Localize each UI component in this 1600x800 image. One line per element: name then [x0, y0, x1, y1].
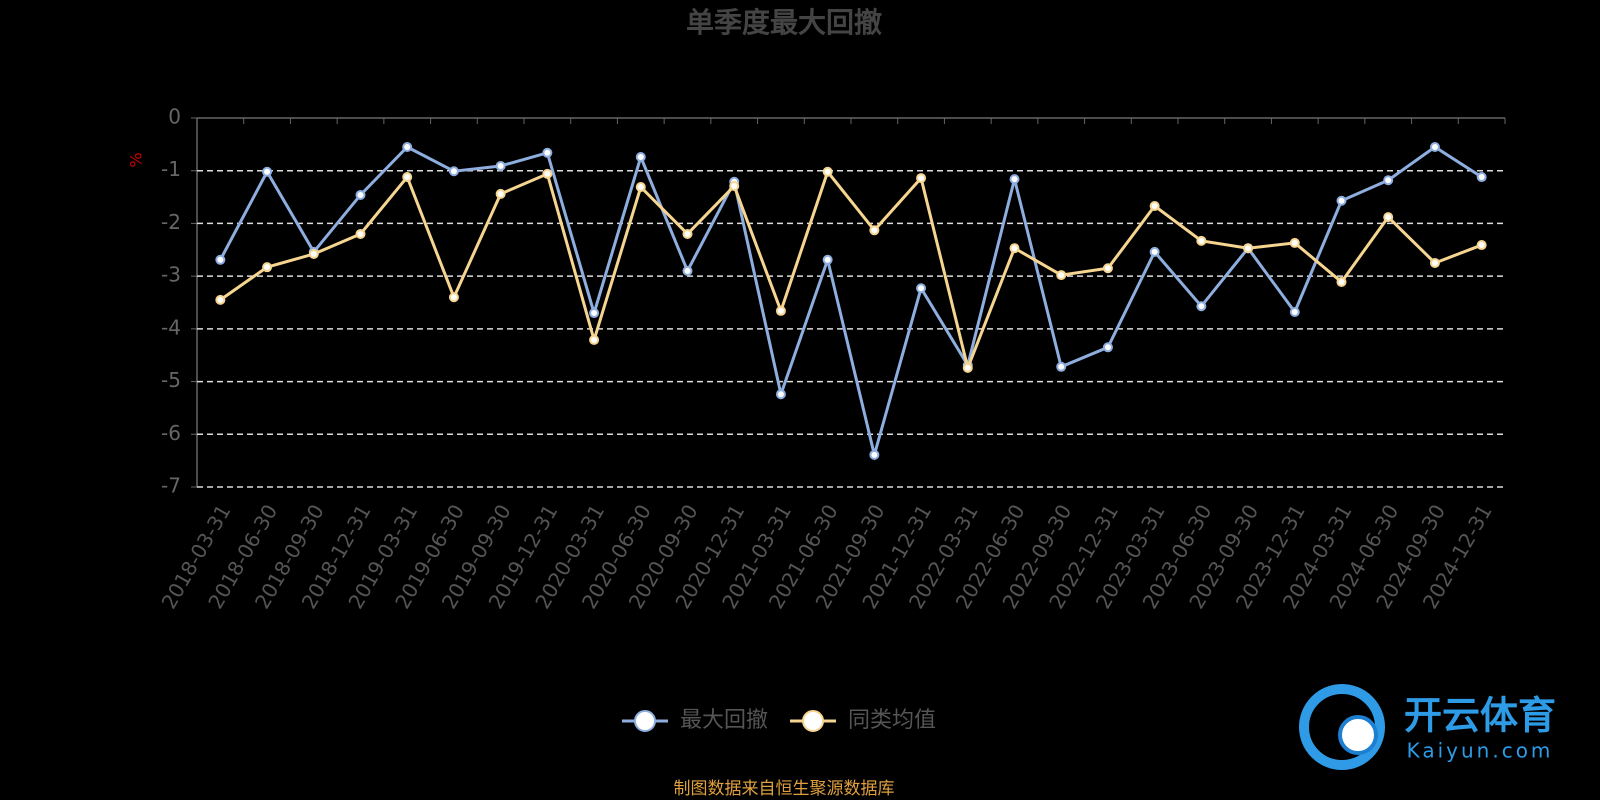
data-point	[402, 141, 413, 152]
source-note: 制图数据来自恒生聚源数据库	[674, 779, 895, 799]
y-tick-label: -5	[161, 368, 181, 392]
data-point	[1056, 361, 1067, 372]
data-point	[495, 188, 506, 199]
legend-item: 最大回撤	[622, 708, 768, 733]
data-point	[1383, 175, 1394, 186]
data-point	[1196, 235, 1207, 246]
legend-label: 最大回撤	[680, 708, 768, 733]
data-point	[542, 168, 553, 179]
legend-item: 同类均值	[790, 708, 936, 733]
data-point	[1383, 212, 1394, 223]
data-point	[589, 308, 600, 319]
watermark-site: Kaiyun.com	[1407, 739, 1554, 763]
logo-ring	[1299, 684, 1385, 770]
data-point	[962, 362, 973, 373]
y-axis-label: %	[127, 152, 146, 167]
y-tick-label: -4	[161, 315, 181, 339]
legend-marker	[634, 710, 656, 732]
data-point	[355, 189, 366, 200]
data-point	[215, 294, 226, 305]
data-point	[682, 265, 693, 276]
data-point	[355, 228, 366, 239]
watermark-brand: 开云体育	[1404, 694, 1556, 738]
y-tick-label: -2	[161, 210, 181, 234]
series-line	[219, 168, 1483, 373]
data-point	[589, 334, 600, 345]
logo-ball	[1338, 715, 1378, 755]
data-point	[1196, 301, 1207, 312]
data-point	[1243, 243, 1254, 254]
data-point	[402, 172, 413, 183]
data-point	[775, 389, 786, 400]
data-point	[682, 228, 693, 239]
chart-title: 单季度最大回撤	[686, 6, 882, 39]
series-line	[219, 145, 1483, 461]
data-point	[1289, 306, 1300, 317]
data-point	[916, 283, 927, 294]
data-point	[869, 449, 880, 460]
data-point	[1476, 240, 1487, 251]
data-point	[775, 305, 786, 316]
data-point	[1476, 172, 1487, 183]
y-tick-label: -3	[161, 263, 181, 287]
data-point	[448, 166, 459, 177]
data-point	[729, 181, 740, 192]
data-point	[1149, 201, 1160, 212]
data-point	[1009, 243, 1020, 254]
data-point	[1149, 246, 1160, 257]
data-point	[635, 152, 646, 163]
data-point	[822, 254, 833, 265]
data-point	[448, 292, 459, 303]
data-point	[1336, 195, 1347, 206]
legend-marker	[802, 710, 825, 732]
y-tick-label: 0	[168, 105, 181, 129]
data-point	[542, 147, 553, 158]
data-point	[1336, 276, 1347, 287]
legend-label: 同类均值	[848, 708, 936, 733]
y-tick-label: -6	[161, 421, 181, 445]
y-tick-label: -7	[161, 474, 181, 498]
data-point	[262, 166, 273, 177]
data-point	[1429, 257, 1440, 268]
data-point	[822, 166, 833, 177]
data-point	[1102, 342, 1113, 353]
data-point	[1429, 141, 1440, 152]
data-point	[635, 182, 646, 193]
data-point	[1056, 270, 1067, 281]
data-point	[495, 160, 506, 171]
data-point	[262, 262, 273, 273]
data-point	[1289, 237, 1300, 248]
watermark: 开云体育 Kaiyun.com	[1299, 684, 1556, 770]
data-point	[1009, 174, 1020, 185]
data-point	[308, 249, 319, 260]
data-point	[1102, 263, 1113, 274]
data-point	[869, 225, 880, 236]
y-tick-label: -1	[161, 157, 181, 181]
data-point	[916, 173, 927, 184]
data-point	[215, 254, 226, 265]
